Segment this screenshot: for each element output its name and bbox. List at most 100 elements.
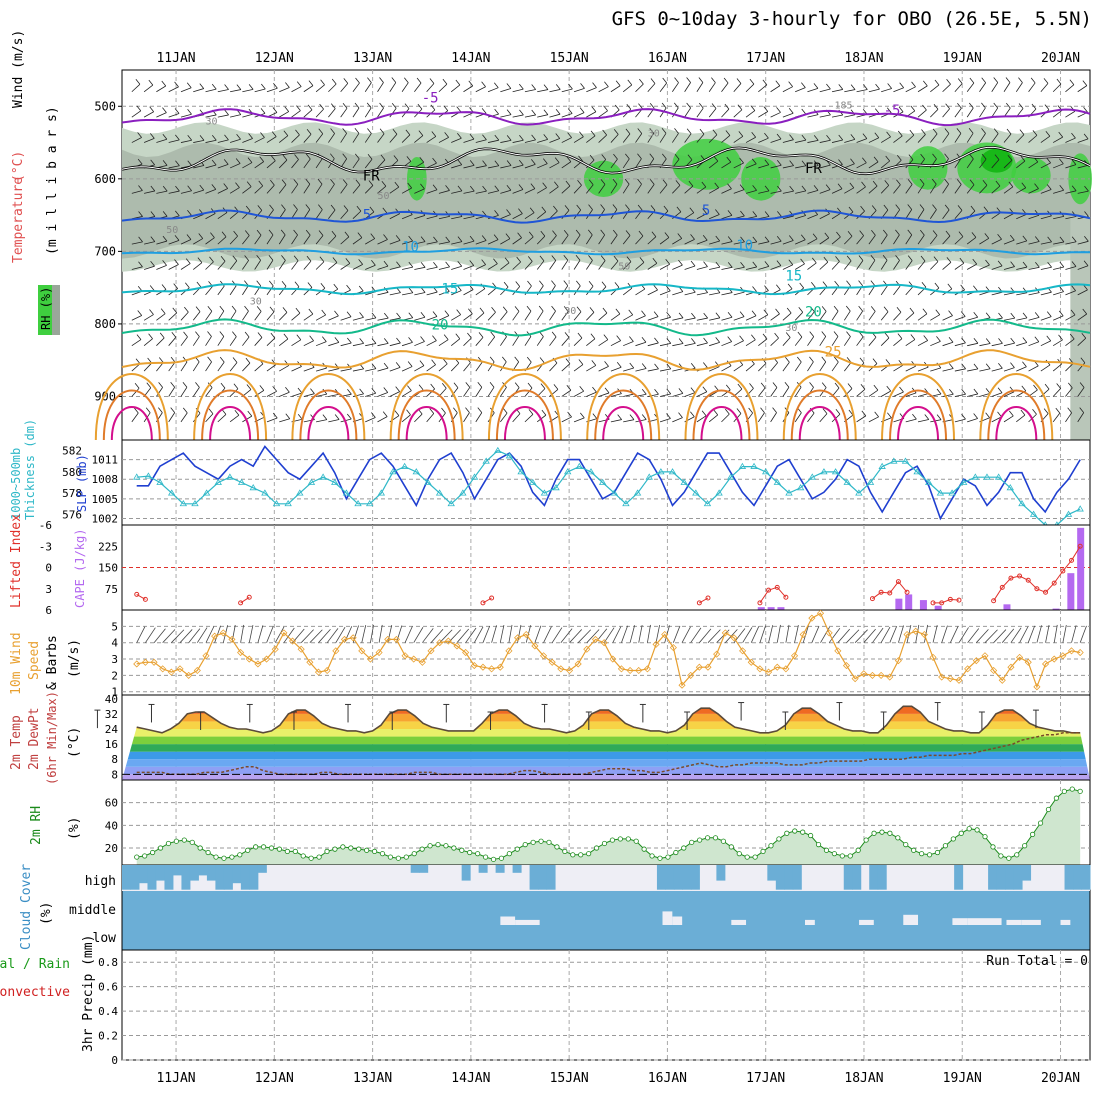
wind-10m-barb <box>491 625 497 643</box>
pressure-tick-label: 900 <box>94 389 116 403</box>
slp-line <box>136 445 1081 521</box>
wind-barb-flag <box>567 411 572 418</box>
wind-barb <box>193 189 204 194</box>
wind-barb-flag <box>501 356 507 363</box>
wind-barb-flag <box>342 153 347 159</box>
wind-barb-flag <box>908 154 914 160</box>
wind-barb-flag <box>184 306 189 313</box>
wind-speed-marker <box>1007 663 1015 671</box>
thickness-marker <box>249 484 257 491</box>
wind-barb <box>266 184 275 194</box>
wind-barb-flag <box>578 155 583 162</box>
wind-barb <box>758 164 769 169</box>
cloud-middle-gap <box>515 919 540 925</box>
wind-barb-flag <box>1081 332 1087 339</box>
wind-barb-flag <box>993 77 999 83</box>
wind-barb-flag <box>725 384 731 391</box>
wind-barb <box>708 108 717 118</box>
wind-barb <box>1003 239 1015 245</box>
wind-barb <box>868 137 879 143</box>
wind-barb-flag <box>1071 132 1076 139</box>
wind-barb-flag <box>764 261 770 267</box>
wind-barb-flag <box>602 307 608 314</box>
wind-barb <box>500 88 511 93</box>
wind-barb-flag <box>924 414 930 420</box>
wind-barb <box>229 336 237 346</box>
day-label-bottom: 20JAN <box>1041 1071 1080 1086</box>
wind-barb <box>451 265 462 270</box>
wind-barb-flag <box>563 306 569 312</box>
rh-point <box>863 837 869 843</box>
wind-barb-flag <box>210 232 215 238</box>
wind-barb-flag <box>788 108 794 114</box>
thickness-marker <box>179 499 188 507</box>
wind-barb-flag <box>244 230 250 236</box>
wind-barb-flag <box>601 281 607 287</box>
wind-barb-flag <box>859 230 864 236</box>
lifted-point <box>246 594 252 600</box>
wind-barb <box>426 266 438 270</box>
wind-barb-flag <box>383 362 389 369</box>
wind-barb <box>745 136 756 143</box>
wind-barb-flag <box>393 155 399 161</box>
wind-barb-flag <box>1046 157 1051 164</box>
isotherm-15 <box>121 283 1091 296</box>
wind-10m-barb <box>326 628 339 643</box>
day-label-top: 11JAN <box>156 51 195 66</box>
rh-point <box>340 844 346 850</box>
wind-barb <box>1016 342 1027 347</box>
isotherm-warm-loop <box>110 406 153 441</box>
wind-barb <box>315 367 327 372</box>
rh-point <box>403 854 409 860</box>
wind-barb <box>868 416 879 423</box>
isotherm-warm-loop <box>889 389 948 441</box>
wind-barb-flag <box>494 210 499 216</box>
wind-10m-barb <box>214 625 221 643</box>
wind-barb <box>1016 187 1026 194</box>
isotherm-warm-loop <box>389 373 464 441</box>
wind-10m-barb <box>1010 627 1022 643</box>
wind-barb <box>524 387 533 397</box>
wind-barb-flag <box>752 236 758 243</box>
wind-barb-flag <box>998 363 1003 369</box>
wind-10m-barb <box>707 629 721 643</box>
wind-barb-flag <box>907 179 913 185</box>
wind-barb <box>622 287 633 296</box>
rh-point <box>681 845 687 851</box>
wind-barb <box>524 114 536 118</box>
wind-barb <box>844 388 853 397</box>
wind-barb-flag <box>332 257 338 263</box>
wind-barb-flag <box>220 382 226 389</box>
wind-10m-barb <box>1019 626 1029 643</box>
wind-barb-flag <box>896 154 902 161</box>
rh-axis-title: 2m RH <box>29 806 44 845</box>
thickness-marker <box>342 489 351 496</box>
wind-barb-flag <box>258 180 264 187</box>
wind-barb <box>745 83 755 93</box>
wind-barb-flag <box>395 235 401 241</box>
wind-barb-flag <box>383 387 389 393</box>
wind-barb <box>438 83 448 93</box>
wind-barb <box>573 260 581 270</box>
wind-barb-flag <box>150 185 156 192</box>
wind-barb <box>500 412 508 423</box>
thickness-marker <box>622 499 630 507</box>
wind-speed-marker <box>375 648 383 657</box>
wind-barb-flag <box>883 204 889 211</box>
wind-barb <box>930 314 940 321</box>
wind-barb <box>426 162 437 169</box>
wind-barb <box>266 311 275 321</box>
wind-barb-flag <box>801 108 807 115</box>
wind-barb <box>512 237 522 245</box>
wind-10m-barb <box>145 627 156 643</box>
wind-barb-flag <box>555 133 561 139</box>
slp-tick-label: 1011 <box>92 454 119 467</box>
wind-barb-flag <box>786 307 792 314</box>
wind-barb-flag <box>244 255 249 261</box>
wind-barb-flag <box>317 178 323 185</box>
wind-10m-barb <box>335 627 346 643</box>
wind-barb-flag <box>909 307 915 314</box>
slp-tick-label: 1005 <box>92 493 119 506</box>
wind-barb <box>893 234 900 245</box>
cloud-high-bar <box>512 865 522 873</box>
